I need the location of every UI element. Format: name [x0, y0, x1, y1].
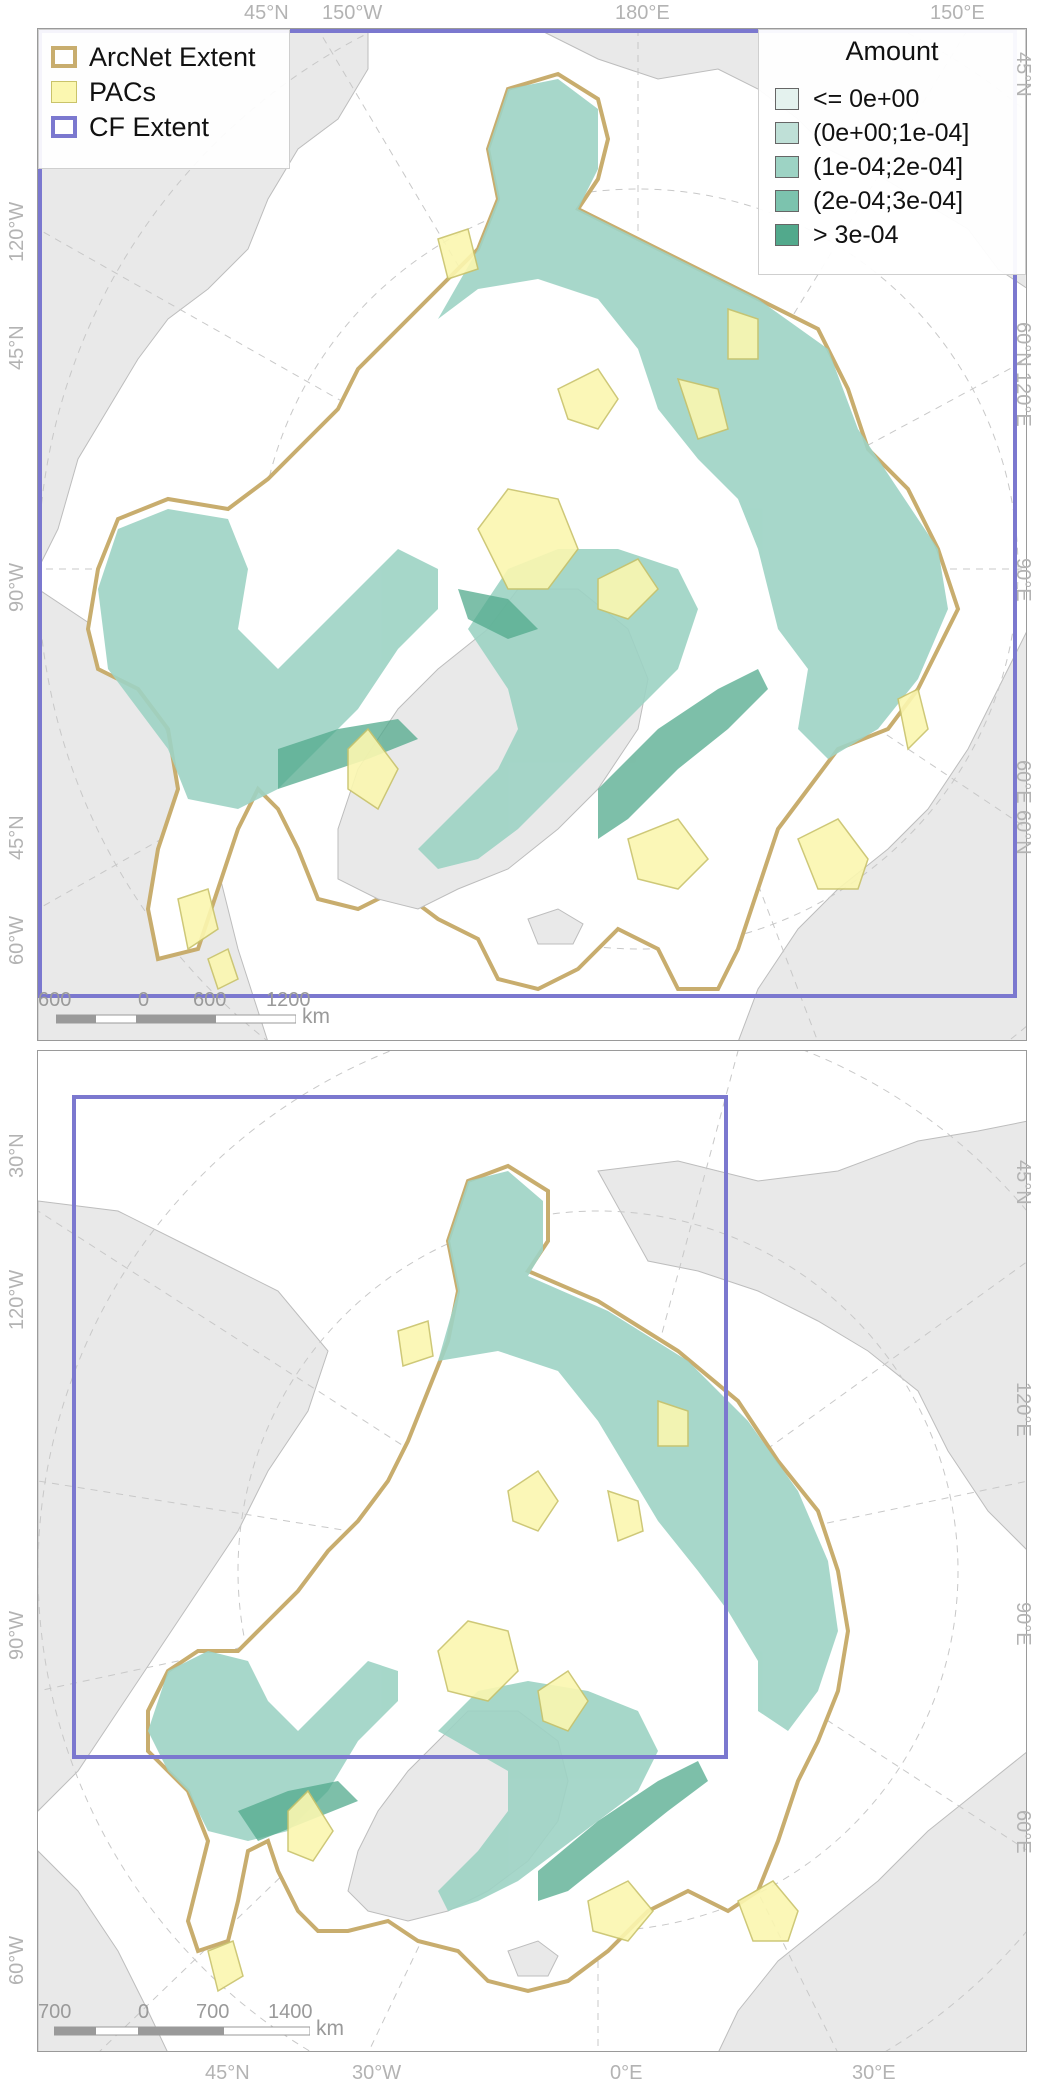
legend-item-pacs: PACs: [51, 77, 156, 107]
scale-tick-label: 1200: [266, 989, 311, 1011]
amount-layer-bottom: [148, 1171, 838, 1911]
land-canada-south: [38, 1850, 168, 2051]
legend-label-pacs: PACs: [89, 76, 157, 107]
legend-class-2: (1e-04;2e-04]: [775, 152, 963, 182]
legend-class-label: (1e-04;2e-04]: [813, 152, 964, 181]
top-label: 150°W: [322, 2, 383, 24]
legend-amount: Amount <= 0e+00 (0e+00;1e-04] (1e-04;2e-…: [758, 29, 1026, 275]
bottom-label: 30°E: [852, 2062, 896, 2084]
scale-bar-bottom: 700 0 700 1400 km: [38, 2001, 358, 2051]
legend-class-0: <= 0e+00: [775, 84, 919, 114]
right-label: 60°N: [1012, 810, 1034, 855]
scale-bar-graphic: [54, 2026, 310, 2036]
map-panel-top: ArcNet Extent PACs CF Extent Amount <= 0…: [37, 28, 1027, 1041]
right-label: 60°E: [1012, 760, 1034, 804]
map-canvas-bottom: [38, 1051, 1026, 2051]
map-canvas-top: [38, 29, 1026, 1040]
class-swatch-icon: [775, 224, 799, 246]
right-label: 90°E: [1012, 558, 1034, 602]
left-label: 120°W: [6, 1269, 28, 1330]
class-swatch-icon: [775, 190, 799, 212]
scale-bar-graphic: [56, 1014, 296, 1024]
scale-unit: km: [316, 2017, 344, 2040]
pacs-layer-top: [177, 228, 929, 991]
legend-class-1: (0e+00;1e-04]: [775, 118, 969, 148]
legend-item-cf: CF Extent: [51, 112, 209, 142]
right-label: 45°N: [1012, 52, 1034, 97]
pacs-layer-bottom: [207, 1320, 799, 1993]
right-label: 90°E: [1012, 1602, 1034, 1646]
scale-tick-label: 700: [196, 2001, 230, 2023]
legend-class-label: > 3e-04: [813, 220, 899, 249]
left-label: 90°W: [6, 562, 28, 612]
left-label: 45°N: [6, 815, 28, 860]
right-label: 60°N: [1012, 322, 1034, 367]
left-label: 30°N: [6, 1133, 28, 1178]
land-europe: [718, 1751, 1026, 2051]
legend-amount-title: Amount: [845, 36, 939, 66]
bottom-label: 30°W: [352, 2062, 402, 2084]
class-swatch-icon: [775, 88, 799, 110]
bottom-label: 0°E: [610, 2062, 643, 2084]
legend-class-label: (0e+00;1e-04]: [813, 118, 970, 147]
cf-extent-bottom: [72, 1095, 728, 1759]
legend-label-arcnet: ArcNet Extent: [89, 41, 256, 72]
right-label: 120°E: [1012, 1382, 1034, 1437]
map-panel-bottom: 700 0 700 1400 km: [37, 1050, 1027, 2052]
top-label: 150°E: [930, 2, 985, 24]
land-siberia: [597, 1120, 1026, 1550]
cf-swatch-icon: [51, 116, 77, 138]
top-label: 180°E: [615, 2, 670, 24]
class-swatch-icon: [775, 122, 799, 144]
scale-unit: km: [302, 1005, 330, 1028]
arcnet-swatch-icon: [51, 46, 77, 68]
bottom-label: 45°N: [205, 2062, 250, 2084]
left-label: 60°W: [6, 1935, 28, 1985]
scale-tick-label: 600: [193, 989, 227, 1011]
right-label: 45°N: [1012, 1160, 1034, 1205]
right-label: 60°E: [1012, 1810, 1034, 1854]
scale-tick-label: 0: [138, 2001, 150, 2023]
left-label: 60°W: [6, 915, 28, 965]
legend-label-cf: CF Extent: [89, 111, 210, 142]
scale-tick-label: 1400: [268, 2001, 313, 2023]
cf-extent-top: [38, 29, 1017, 998]
land-iceland: [527, 908, 584, 945]
left-label: 45°N: [6, 325, 28, 370]
class-swatch-icon: [775, 156, 799, 178]
right-label: 120°E: [1012, 372, 1034, 427]
left-label: 120°W: [6, 201, 28, 262]
land-iceland: [507, 1940, 559, 1977]
left-label: 90°W: [6, 1610, 28, 1660]
land-north-america: [38, 1200, 329, 1812]
scale-tick-label: 700: [38, 2001, 72, 2023]
scale-tick-label: 0: [138, 989, 150, 1011]
legend-class-4: > 3e-04: [775, 220, 899, 250]
top-label: 45°N: [244, 2, 289, 24]
scale-bar-top: 600 0 600 1200 km: [38, 989, 338, 1039]
pacs-swatch-icon: [51, 81, 77, 103]
scale-tick-label: 600: [38, 989, 72, 1011]
legend-item-arcnet: ArcNet Extent: [51, 42, 256, 72]
legend-features: ArcNet Extent PACs CF Extent: [38, 29, 290, 169]
legend-class-3: (2e-04;3e-04]: [775, 186, 963, 216]
legend-class-label: (2e-04;3e-04]: [813, 186, 964, 215]
legend-class-label: <= 0e+00: [813, 84, 920, 113]
